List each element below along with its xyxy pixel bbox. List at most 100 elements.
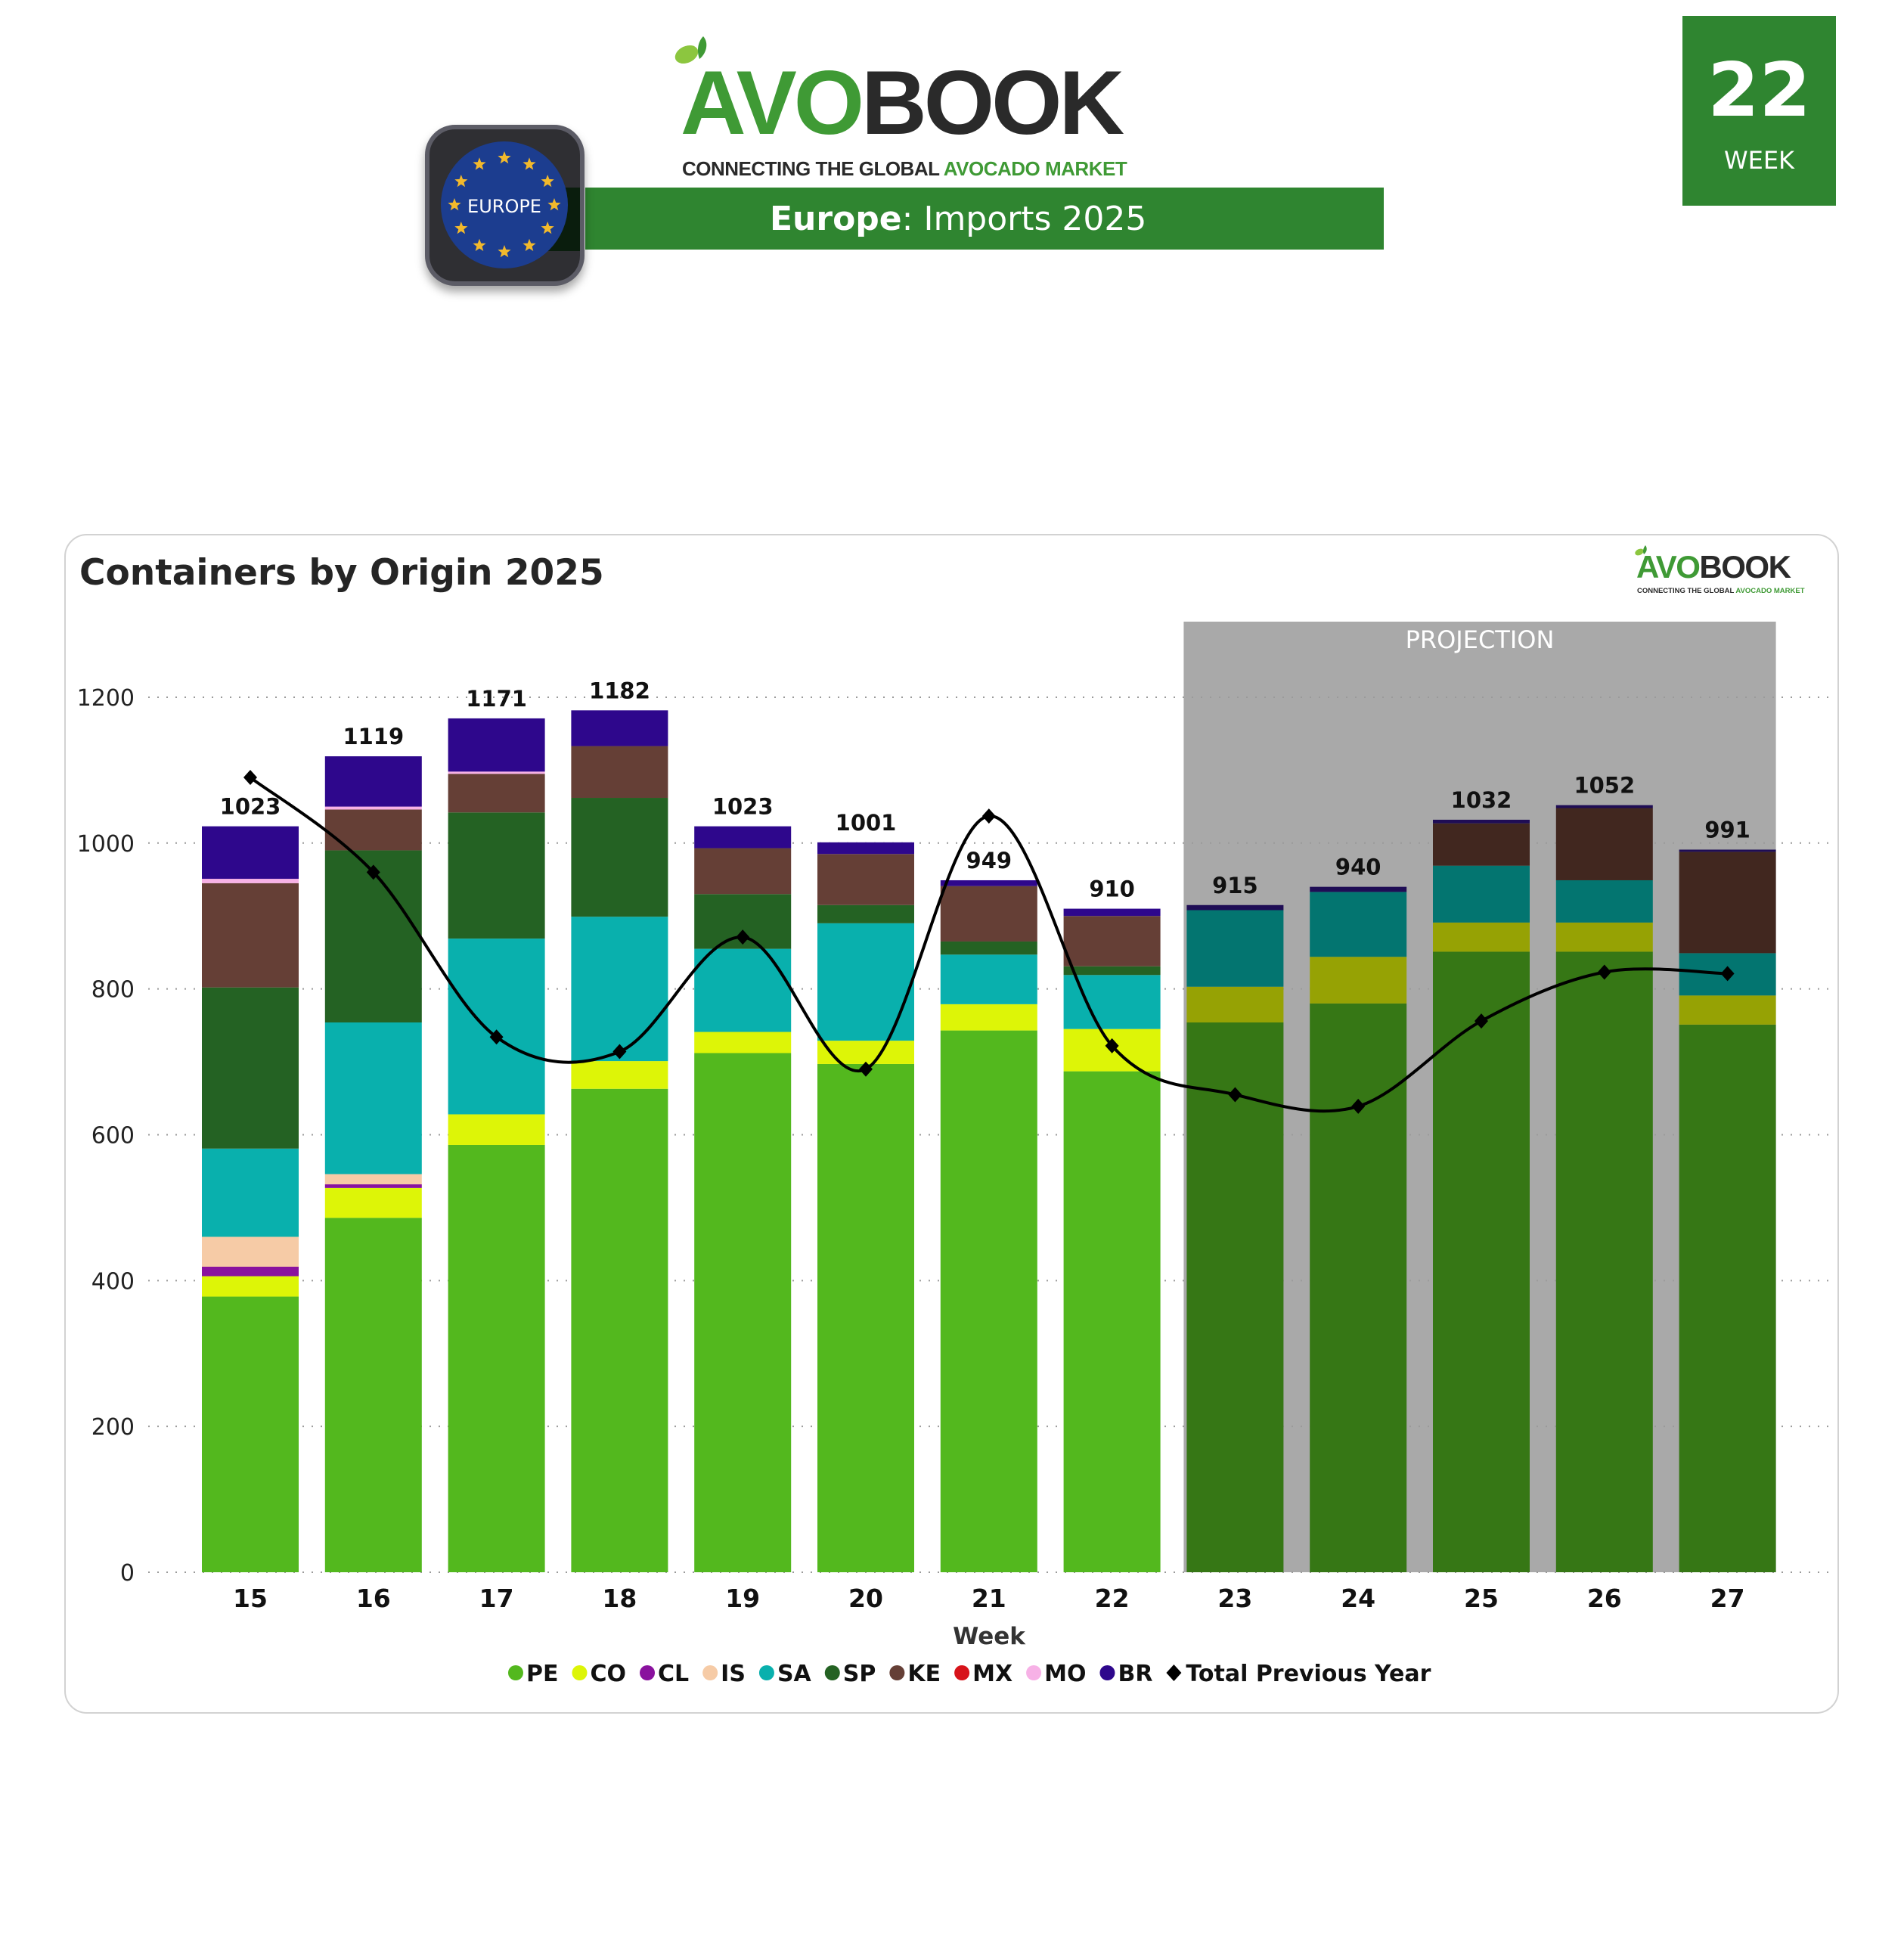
chart-title: Containers by Origin 2025 [79,552,604,594]
bar-segment-pe [940,1030,1037,1572]
x-tick-label: 24 [1341,1584,1375,1613]
legend-dot-mx-icon [954,1665,970,1680]
eu-star-icon [498,151,511,164]
tagline-green: AVOCADO MARKET [943,157,1127,180]
bar-segment-pe [817,1063,914,1572]
legend-dot-sa-icon [758,1665,774,1680]
bar-segment-ke [571,746,668,799]
bar-segment-co [1433,922,1530,952]
bar-segment-sp [1063,966,1161,976]
week-indicator: 22 WEEK [1682,16,1836,206]
eu-star-icon [454,175,468,188]
bar-segment-co [817,1041,914,1064]
legend-dot-ke-icon [889,1665,905,1680]
legend-label-pe: PE [526,1661,558,1687]
legend-label-co: CO [590,1661,626,1687]
bar-segment-co [324,1187,422,1218]
logo-wordmark: AVOBOOK [681,57,1124,148]
line-marker-diamond [981,808,996,824]
bar-segment-co [1555,922,1653,952]
bar-segment-br [1186,904,1284,911]
bar-segment-ke [448,774,545,813]
total-data-label: 1052 [1574,773,1635,799]
avocado-leaf-icon [674,36,707,64]
projection-label: PROJECTION [1406,625,1555,654]
x-tick-label: 21 [972,1584,1006,1613]
banner-title: Europe: Imports 2025 [770,193,1146,246]
legend-label-ke: KE [907,1661,941,1687]
bar-segment-br [324,756,422,807]
bar-segment-sp [940,941,1037,955]
bar-segment-br [1063,908,1161,917]
x-tick-label: 16 [356,1584,391,1613]
logo-book: BOOK [861,52,1124,154]
bar-segment-is [324,1174,422,1185]
legend-dot-cl-icon [640,1665,656,1680]
bar-segment-co [1310,957,1407,1004]
banner-subtitle: : Imports 2025 [901,200,1147,238]
bar-segment-sa [1186,910,1284,987]
bar-segment-pe [324,1218,422,1572]
mini-tagline-green: AVOCADO MARKET [1735,587,1805,595]
x-tick-label: 25 [1464,1584,1499,1613]
legend-dot-pe-icon [508,1665,523,1680]
bar-segment-sa [1555,880,1653,923]
bar-segment-is [202,1236,299,1267]
total-data-label: 1032 [1451,787,1512,813]
bar-segment-co [1186,986,1284,1022]
eu-star-icon [454,222,468,234]
week-label: WEEK [1723,146,1795,175]
bar-segment-br [1433,819,1530,824]
line-marker-diamond [1228,1087,1242,1103]
bar-segment-pe [694,1053,792,1572]
total-data-label: 1023 [220,794,281,820]
bar-segment-ke [1063,916,1161,966]
mini-logo-avo: AVO [1636,549,1701,585]
bar-segment-sa [202,1148,299,1237]
x-axis-title: Week [953,1623,1026,1650]
y-tick-label: 400 [91,1268,135,1295]
bar-segment-co [940,1004,1037,1031]
tagline-dark: CONNECTING THE GLOBAL [682,157,940,180]
eu-star-icon [498,245,511,258]
bar-segment-co [694,1032,792,1053]
bar-segment-sa [571,917,668,1062]
bar-segment-br [1555,805,1653,808]
bar-segment-ke [202,883,299,988]
bar-segment-co [202,1276,299,1297]
eu-star-icon [523,157,536,170]
legend-dot-co-icon [572,1665,588,1680]
x-tick-label: 20 [848,1584,883,1613]
bar-segment-sp [571,798,668,917]
bar-segment-sa [940,954,1037,1004]
bar-segment-sa [1310,892,1407,957]
bar-segment-sa [324,1022,422,1174]
bar-segment-br [817,842,914,855]
bar-segment-br [202,826,299,880]
line-marker-diamond [736,929,750,945]
bar-segment-cl [324,1184,422,1188]
region-banner [585,188,1384,250]
eu-star-icon [523,238,536,251]
legend-label-total-previous-year: Total Previous Year [1186,1661,1431,1687]
mini-logo-book: BOOK [1699,549,1791,585]
eu-star-icon [541,175,554,188]
bar-segment-mo [202,879,299,883]
badge-label: EUROPE [467,196,541,217]
bar-segment-ke [324,809,422,851]
eu-star-icon [541,222,554,234]
bar-segment-br [1679,849,1776,852]
bar-segment-br [940,880,1037,886]
total-data-label: 1023 [712,794,774,820]
total-data-label: 1182 [589,678,650,703]
total-data-label: 1119 [343,724,404,749]
bar-segment-sa [817,923,914,1041]
legend-label-sp: SP [843,1661,876,1687]
total-data-label: 915 [1212,873,1258,898]
bar-segment-ke [694,848,792,895]
total-data-label: 991 [1704,817,1751,842]
bar-segment-br [571,710,668,746]
total-data-label: 910 [1089,876,1135,902]
line-marker-diamond [1720,966,1735,982]
line-marker-diamond [859,1061,873,1077]
